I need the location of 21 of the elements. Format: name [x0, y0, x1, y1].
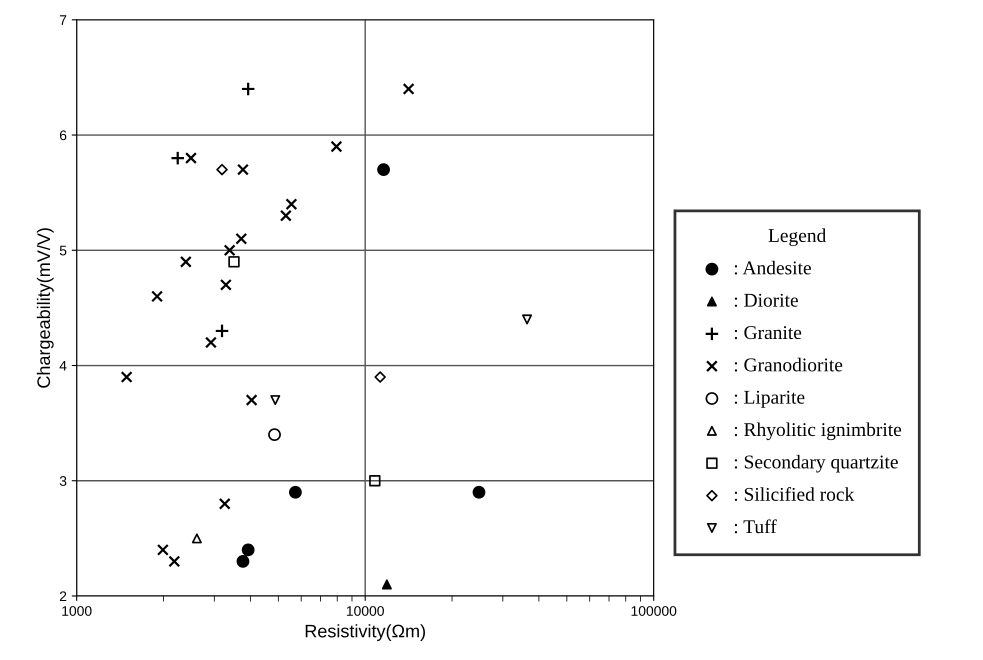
x-tick-label: 10000 — [346, 606, 384, 616]
legend-label: : Granite — [734, 326, 802, 340]
x-axis-title: Resistivity(Ωm) — [306, 624, 425, 642]
legend-label: : Rhyolitic ignimbrite — [734, 422, 902, 440]
y-tick-label: 6 — [60, 130, 66, 140]
legend-label: : Andesite — [734, 260, 811, 275]
y-tick-label: 4 — [60, 360, 67, 371]
x-tick-label: 1000 — [62, 606, 92, 616]
legend-label: : Liparite — [734, 390, 804, 408]
legend-label: : Diorite — [734, 294, 798, 307]
legend-label: : Tuff — [734, 519, 777, 534]
y-tick-label: 2 — [60, 591, 66, 602]
y-axis-title: Chargeability(mV/V) — [36, 228, 54, 388]
y-tick-label: 5 — [60, 246, 66, 256]
y-tick-label: 3 — [60, 476, 66, 486]
x-tick-label: 100000 — [632, 606, 676, 616]
legend-label: : Granodiorite — [734, 358, 842, 372]
legend-label: : Silicified rock — [734, 487, 854, 501]
legend-title: Legend — [768, 228, 826, 246]
y-tick-label: 7 — [60, 15, 66, 25]
legend-label: : Secondary quartzite — [734, 454, 898, 473]
